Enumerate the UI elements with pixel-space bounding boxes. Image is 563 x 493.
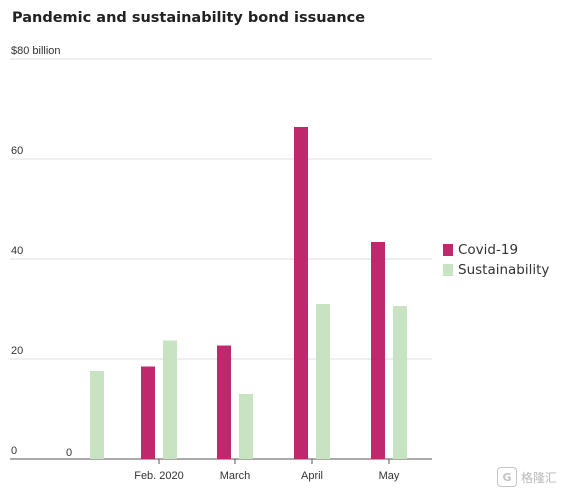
bar-sustainability-0 <box>90 371 104 459</box>
bar-covid-19-4 <box>371 242 385 459</box>
legend-label-sustainability: Sustainability <box>458 262 550 278</box>
bar-sustainability-3 <box>316 304 330 459</box>
watermark-text: 格隆汇 <box>520 470 557 485</box>
legend-label-covid: Covid-19 <box>458 242 519 258</box>
legend-item-covid: Covid-19 <box>443 240 549 260</box>
legend-swatch-covid <box>443 244 453 256</box>
watermark-logo-icon: G <box>496 467 517 487</box>
y-tick-label: 0 <box>11 445 17 457</box>
bar-covid-19-2 <box>217 345 231 459</box>
y-tick-label: 20 <box>11 345 23 357</box>
chart-title: Pandemic and sustainability bond issuanc… <box>12 10 366 26</box>
legend-swatch-sustainability <box>443 264 453 276</box>
bar-covid-19-1 <box>141 366 155 459</box>
x-tick-label: Feb. 2020 <box>134 470 184 482</box>
bars-layer <box>90 127 407 459</box>
y-tick-label: 40 <box>11 245 23 257</box>
y-tick-label: $80 billion <box>11 45 61 57</box>
x-tick-label: May <box>379 470 400 482</box>
data-label-zero: 0 <box>66 447 72 459</box>
legend: Covid-19 Sustainability <box>443 240 549 280</box>
bar-sustainability-4 <box>393 306 407 459</box>
labels-layer: 0 20 40 60 $80 billion 0 Feb. 2020 March April Ma… <box>11 45 400 482</box>
bar-covid-19-3 <box>294 127 308 459</box>
watermark: G 格隆汇 <box>496 467 557 487</box>
bar-sustainability-1 <box>163 340 177 459</box>
y-tick-label: 60 <box>11 145 23 157</box>
x-tick-label: March <box>220 470 251 482</box>
legend-item-sustainability: Sustainability <box>443 260 549 280</box>
x-tick-label: April <box>301 470 323 482</box>
bar-sustainability-2 <box>239 394 253 459</box>
